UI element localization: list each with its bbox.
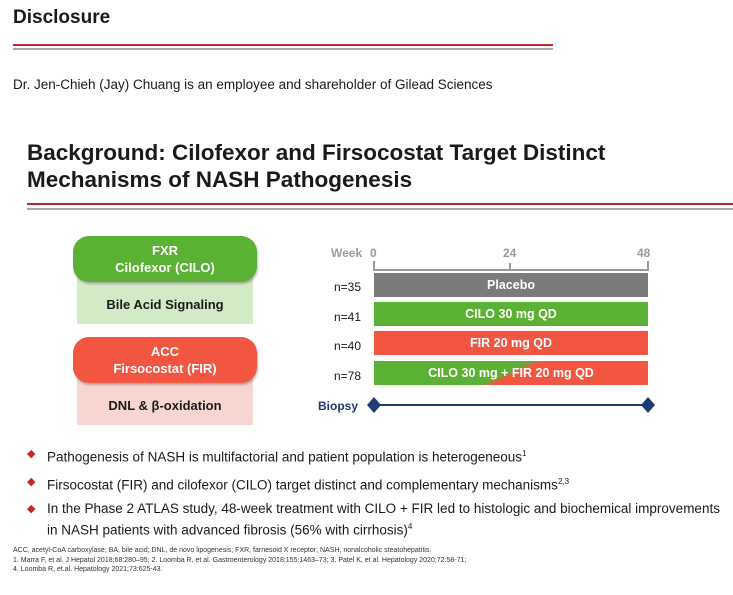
divider-red	[13, 44, 553, 46]
target-acc-drug: Firsocostat (FIR)	[113, 361, 217, 376]
bullet-text: In the Phase 2 ATLAS study, 48-week trea…	[47, 501, 720, 538]
target-fxr-name: FXR	[152, 243, 178, 258]
bullet-diamond-icon: ◆	[27, 448, 36, 460]
bullet-text: Pathogenesis of NASH is multifactorial a…	[47, 449, 523, 465]
slide-title-line-2: Mechanisms of NASH Pathogenesis	[27, 167, 413, 192]
bullet-ref: 1	[522, 449, 527, 458]
arm-n-combo: n=78	[333, 369, 361, 383]
bullet-ref: 4	[407, 522, 413, 531]
biopsy-timeline	[367, 397, 655, 413]
week-tick-24: 24	[503, 246, 517, 260]
biopsy-label: Biopsy	[318, 399, 359, 413]
divider-grey	[13, 48, 553, 50]
arm-bar-cilo: CILO 30 mg QD	[374, 302, 648, 326]
arm-bar-combo: CILO 30 mg + FIR 20 mg QD	[374, 361, 648, 385]
target-acc-name: ACC	[150, 344, 180, 359]
target-pill-fxr: FXR Cilofexor (CILO)	[73, 236, 257, 282]
mechanism-panel-acc: DNL & β-oxidation ACC Firsocostat (FIR)	[73, 337, 257, 427]
arm-bar-fir: FIR 20 mg QD	[374, 331, 648, 355]
target-fxr-drug: Cilofexor (CILO)	[115, 260, 215, 275]
bullet-item: ◆ In the Phase 2 ATLAS study, 48-week tr…	[27, 500, 727, 540]
title-divider-grey	[27, 208, 733, 210]
target-pill-acc: ACC Firsocostat (FIR)	[73, 337, 257, 383]
bullet-diamond-icon: ◆	[27, 475, 36, 488]
arm-n-cilo: n=41	[333, 310, 361, 324]
slide-title-line-1: Background: Cilofexor and Firsocostat Ta…	[27, 140, 606, 165]
week-axis-label: Week	[331, 246, 363, 260]
slide-title: Background: Cilofexor and Firsocostat Ta…	[27, 139, 707, 193]
disclosure-text: Dr. Jen-Chieh (Jay) Chuang is an employe…	[13, 77, 493, 92]
bullet-list: ◆ Pathogenesis of NASH is multifactorial…	[27, 445, 727, 546]
footnotes: ACC, acetyl-CoA carboxylase; BA, bile ac…	[13, 546, 713, 575]
footnote-abbreviations: ACC, acetyl-CoA carboxylase; BA, bile ac…	[13, 547, 432, 554]
bullet-diamond-icon: ◆	[27, 503, 36, 515]
bullet-ref: 2,3	[557, 476, 570, 486]
bullet-item: ◆ Firsocostat (FIR) and cilofexor (CILO)…	[27, 473, 727, 495]
arm-n-placebo: n=35	[333, 280, 361, 294]
mechanism-panel-fxr: Bile Acid Signaling FXR Cilofexor (CILO)	[73, 236, 257, 326]
arm-bar-placebo: Placebo	[374, 273, 648, 297]
week-tick-0: 0	[370, 246, 377, 260]
bullet-item: ◆ Pathogenesis of NASH is multifactorial…	[27, 445, 727, 467]
week-tick-48: 48	[637, 246, 651, 260]
week-axis	[373, 261, 649, 271]
disclosure-heading: Disclosure	[13, 7, 111, 28]
title-divider-red	[27, 203, 733, 205]
footnote-refs-2: 4. Loomba R, et.al. Hepatology 2021;73:6…	[13, 566, 163, 573]
bullet-text: Firsocostat (FIR) and cilofexor (CILO) t…	[47, 477, 558, 492]
arm-n-fir: n=40	[333, 339, 361, 353]
footnote-refs-1: 1. Marra F, et al. J Hepatol 2018;68:280…	[13, 556, 467, 564]
